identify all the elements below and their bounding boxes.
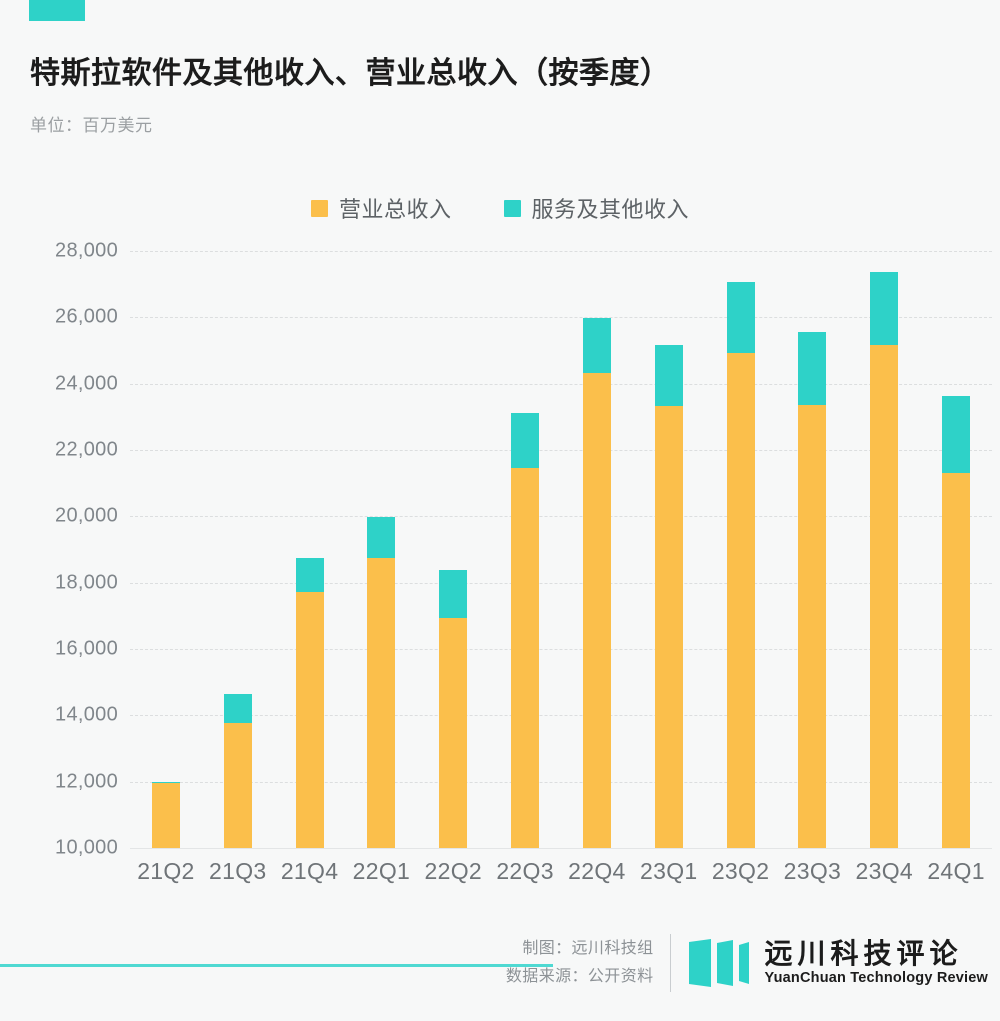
x-axis-tick-label: 22Q3 bbox=[489, 858, 561, 885]
bar-segment-total-revenue[interactable] bbox=[870, 345, 898, 848]
x-axis-tick-label: 22Q4 bbox=[561, 858, 633, 885]
bar-group[interactable] bbox=[224, 694, 252, 848]
brand-name-cn: 远川科技评论 bbox=[765, 940, 988, 968]
x-axis-tick-label: 21Q4 bbox=[274, 858, 346, 885]
y-axis-tick-label: 18,000 bbox=[8, 571, 118, 594]
y-axis-tick-label: 24,000 bbox=[8, 372, 118, 395]
bar-segment-service-revenue[interactable] bbox=[870, 272, 898, 345]
x-axis-tick-label: 24Q1 bbox=[920, 858, 992, 885]
x-axis-tick-label: 21Q3 bbox=[202, 858, 274, 885]
bar-group[interactable] bbox=[870, 272, 898, 848]
y-axis-tick-label: 12,000 bbox=[8, 770, 118, 793]
x-axis-tick-label: 23Q4 bbox=[848, 858, 920, 885]
footer-accent-rule bbox=[0, 964, 553, 967]
y-axis-tick-label: 10,000 bbox=[8, 837, 118, 860]
x-axis-tick-label: 23Q1 bbox=[633, 858, 705, 885]
y-axis-tick-label: 26,000 bbox=[8, 306, 118, 329]
bar-segment-service-revenue[interactable] bbox=[439, 570, 467, 618]
bar-segment-total-revenue[interactable] bbox=[727, 353, 755, 848]
bar-segment-service-revenue[interactable] bbox=[727, 282, 755, 353]
bar-segment-service-revenue[interactable] bbox=[224, 694, 252, 723]
bar-group[interactable] bbox=[511, 413, 539, 848]
bar-segment-total-revenue[interactable] bbox=[152, 783, 180, 848]
brand-text: 远川科技评论 YuanChuan Technology Review bbox=[765, 940, 988, 986]
brand-name-en: YuanChuan Technology Review bbox=[765, 971, 988, 986]
y-axis-tick-label: 22,000 bbox=[8, 439, 118, 462]
bar-segment-total-revenue[interactable] bbox=[583, 373, 611, 848]
credit-line: 制图：远川科技组 bbox=[506, 935, 654, 963]
source-line: 数据来源：公开资料 bbox=[506, 963, 654, 991]
bar-series-container bbox=[130, 251, 992, 848]
x-axis-tick-label: 23Q3 bbox=[776, 858, 848, 885]
bar-group[interactable] bbox=[798, 332, 826, 848]
bar-segment-total-revenue[interactable] bbox=[511, 468, 539, 848]
bar-segment-service-revenue[interactable] bbox=[367, 517, 395, 558]
x-axis-baseline bbox=[130, 848, 992, 849]
y-axis-tick-label: 20,000 bbox=[8, 505, 118, 528]
bar-segment-total-revenue[interactable] bbox=[224, 723, 252, 848]
bar-group[interactable] bbox=[583, 318, 611, 848]
y-axis-tick-label: 16,000 bbox=[8, 638, 118, 661]
bar-segment-service-revenue[interactable] bbox=[655, 345, 683, 406]
bar-group[interactable] bbox=[152, 782, 180, 848]
x-axis-tick-label: 23Q2 bbox=[705, 858, 777, 885]
bar-segment-total-revenue[interactable] bbox=[655, 406, 683, 848]
bar-segment-total-revenue[interactable] bbox=[439, 618, 467, 848]
bar-group[interactable] bbox=[439, 570, 467, 848]
bar-segment-service-revenue[interactable] bbox=[296, 558, 324, 592]
y-axis-tick-label: 28,000 bbox=[8, 240, 118, 263]
chart-footer: 制图：远川科技组 数据来源：公开资料 远川科技评论 YuanChuan Tech… bbox=[506, 926, 988, 1000]
x-axis-tick-label: 21Q2 bbox=[130, 858, 202, 885]
bar-group[interactable] bbox=[655, 345, 683, 848]
brand-logo: 远川科技评论 YuanChuan Technology Review bbox=[671, 939, 988, 987]
y-axis-tick-label: 14,000 bbox=[8, 704, 118, 727]
bar-segment-service-revenue[interactable] bbox=[152, 782, 180, 783]
bar-segment-total-revenue[interactable] bbox=[798, 405, 826, 848]
x-axis-tick-label: 22Q1 bbox=[345, 858, 417, 885]
bar-group[interactable] bbox=[727, 282, 755, 848]
x-axis: 21Q221Q321Q422Q122Q222Q322Q423Q123Q223Q3… bbox=[130, 858, 992, 898]
bar-group[interactable] bbox=[296, 558, 324, 848]
credits: 制图：远川科技组 数据来源：公开资料 bbox=[506, 935, 670, 991]
bar-segment-service-revenue[interactable] bbox=[511, 413, 539, 469]
bar-group[interactable] bbox=[942, 396, 970, 848]
bar-group[interactable] bbox=[367, 517, 395, 848]
bar-segment-service-revenue[interactable] bbox=[942, 396, 970, 474]
bar-segment-total-revenue[interactable] bbox=[942, 473, 970, 848]
yuanchuan-logo-icon bbox=[689, 939, 751, 987]
bar-segment-service-revenue[interactable] bbox=[798, 332, 826, 405]
bar-segment-total-revenue[interactable] bbox=[367, 558, 395, 848]
chart-plot-area: 28,000 26,000 24,000 22,000 20,000 18,000 16,0… bbox=[0, 0, 1000, 1021]
x-axis-tick-label: 22Q2 bbox=[417, 858, 489, 885]
bar-segment-total-revenue[interactable] bbox=[296, 592, 324, 848]
bar-segment-service-revenue[interactable] bbox=[583, 318, 611, 373]
